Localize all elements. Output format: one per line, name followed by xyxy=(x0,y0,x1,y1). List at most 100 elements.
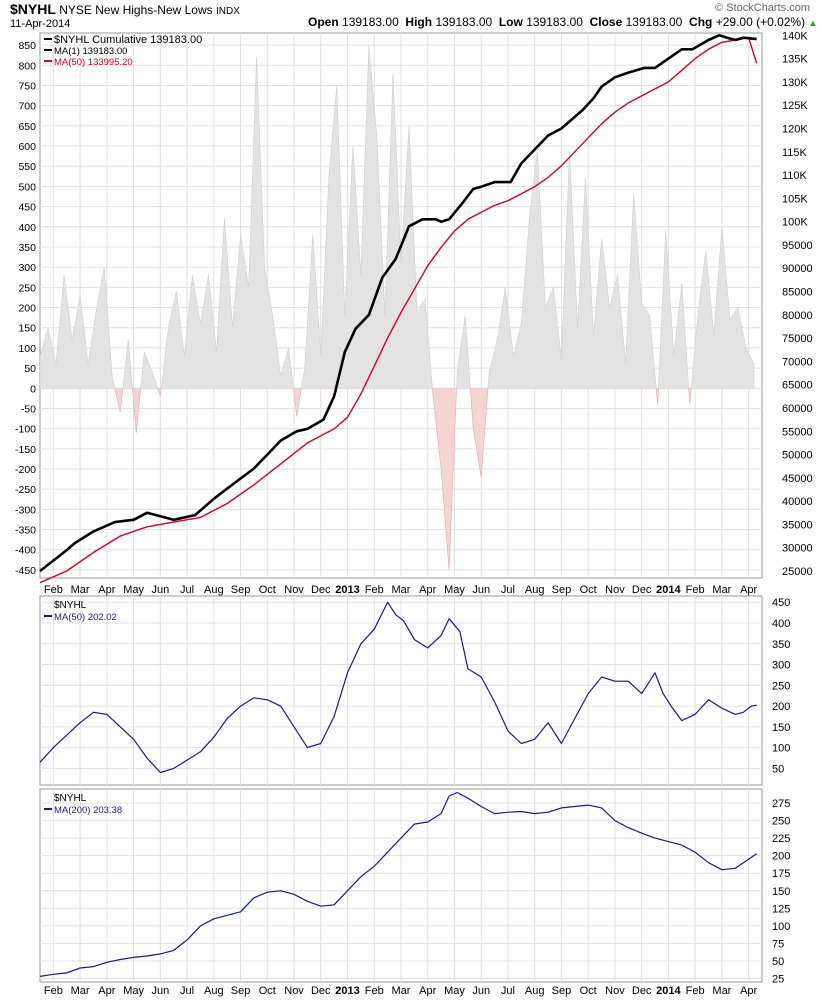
left-tick-label: 800 xyxy=(18,60,36,72)
series-ma200 xyxy=(39,791,758,977)
right-tick-label: 250 xyxy=(772,680,790,692)
series-nyhl-area-positive xyxy=(40,45,755,389)
right-tick-label: 100 xyxy=(772,921,790,933)
x-tick-label-bottom: Apr xyxy=(740,985,757,997)
left-tick-label: -300 xyxy=(15,504,36,516)
right-tick-label: 150 xyxy=(772,722,790,734)
x-tick-label-bottom: Feb xyxy=(44,985,63,997)
left-tick-label: -150 xyxy=(15,444,36,456)
legend-label: $NYHL xyxy=(54,600,87,611)
right-tick-label: 105K xyxy=(782,193,808,205)
open-label: Open xyxy=(308,15,339,29)
header-title: $NYHL NYSE New Highs-New Lows INDX xyxy=(10,1,240,17)
left-tick-label: 850 xyxy=(18,40,36,52)
x-tick-label-main: 2014 xyxy=(656,584,681,596)
right-tick-label: 75000 xyxy=(782,333,813,345)
credit: © StockCharts.com xyxy=(715,2,810,14)
left-tick-label: 400 xyxy=(18,222,36,234)
right-tick-label: 300 xyxy=(772,660,790,672)
right-tick-label: 140K xyxy=(782,30,808,42)
x-tick-label-bottom: Mar xyxy=(392,985,411,997)
high-label: High xyxy=(405,15,433,29)
x-tick-label-main: Jun xyxy=(151,584,169,596)
exchange: INDX xyxy=(215,6,240,17)
left-tick-label: 450 xyxy=(18,202,36,214)
x-tick-label-bottom: Oct xyxy=(580,985,597,997)
right-tick-label: 125K xyxy=(782,100,808,112)
ohlc-readout: Open 139183.00 High 139183.00 Low 139183… xyxy=(308,15,817,29)
x-tick-label-main: Aug xyxy=(525,584,545,596)
x-tick-label-main: Apr xyxy=(98,584,115,596)
right-tick-label: 55000 xyxy=(782,426,813,438)
left-tick-label: -250 xyxy=(15,484,36,496)
right-tick-label: 40000 xyxy=(782,496,813,508)
x-tick-label-main: Feb xyxy=(44,584,63,596)
x-tick-label-bottom: Feb xyxy=(686,985,705,997)
left-tick-label: 600 xyxy=(18,141,36,153)
right-tick-label: 175 xyxy=(772,868,790,880)
x-tick-label-bottom: 2013 xyxy=(335,985,359,997)
right-tick-label: 225 xyxy=(772,833,790,845)
left-tick-label: -50 xyxy=(21,403,36,415)
x-tick-label-bottom: May xyxy=(123,985,144,997)
x-tick-label-main: Nov xyxy=(284,584,304,596)
x-tick-label-main: Mar xyxy=(712,584,731,596)
x-tick-label-bottom: Mar xyxy=(71,985,90,997)
open-value: 139183.00 xyxy=(342,15,399,29)
chg-value: +29.00 (+0.02%) xyxy=(715,15,806,29)
up-triangle-icon: ▲ xyxy=(808,18,818,28)
x-tick-label-bottom: Jun xyxy=(472,985,490,997)
right-tick-label: 70000 xyxy=(782,356,813,368)
x-tick-label-bottom: Jun xyxy=(151,985,169,997)
x-tick-label-bottom: Jul xyxy=(501,985,515,997)
legend-label: MA(50) 133995.20 xyxy=(54,57,133,68)
right-tick-label: 450 xyxy=(772,597,790,609)
left-tick-label: -200 xyxy=(15,464,36,476)
x-tick-label-main: 2013 xyxy=(335,584,359,596)
right-tick-label: 60000 xyxy=(782,403,813,415)
symbol: $NYHL xyxy=(10,1,56,17)
left-tick-label: 350 xyxy=(18,242,36,254)
x-tick-label-bottom: Apr xyxy=(419,985,436,997)
x-tick-label-main: Apr xyxy=(740,584,757,596)
right-tick-label: 65000 xyxy=(782,380,813,392)
date: 11-Apr-2014 xyxy=(10,18,71,30)
close-label: Close xyxy=(589,15,623,29)
x-tick-label-main: Mar xyxy=(392,584,411,596)
series-ma50 xyxy=(39,601,757,774)
series-ma50-cumulative xyxy=(39,37,758,584)
legend-label: $NYHL xyxy=(54,793,87,804)
x-tick-label-main: Sep xyxy=(231,584,251,596)
low-value: 139183.00 xyxy=(526,15,583,29)
legend-label: MA(50) 202.02 xyxy=(54,612,117,623)
left-tick-label: 300 xyxy=(18,262,36,274)
right-tick-label: 125 xyxy=(772,903,790,915)
x-tick-label-main: May xyxy=(123,584,144,596)
left-tick-label: 750 xyxy=(18,80,36,92)
left-tick-label: -350 xyxy=(15,525,36,537)
x-tick-label-main: May xyxy=(444,584,465,596)
left-tick-label: -100 xyxy=(15,424,36,436)
x-tick-label-bottom: Aug xyxy=(525,985,545,997)
x-tick-label-bottom: Oct xyxy=(259,985,276,997)
series-nyhl-cumulative xyxy=(39,34,757,573)
right-tick-label: 100K xyxy=(782,217,808,229)
left-tick-label: 700 xyxy=(18,101,36,113)
right-tick-label: 100 xyxy=(772,743,790,755)
right-tick-label: 80000 xyxy=(782,310,813,322)
x-tick-label-main: Feb xyxy=(365,584,384,596)
right-tick-label: 50000 xyxy=(782,450,813,462)
left-tick-label: -400 xyxy=(15,545,36,557)
x-tick-label-main: Jun xyxy=(472,584,490,596)
high-value: 139183.00 xyxy=(435,15,493,29)
right-tick-label: 25 xyxy=(772,973,784,985)
x-tick-label-main: Dec xyxy=(311,584,331,596)
legend-label: MA(200) 203.38 xyxy=(54,805,122,816)
x-tick-label-main: Jul xyxy=(180,584,194,596)
legend-label: $NYHL Cumulative 139183.00 xyxy=(54,34,202,46)
right-tick-label: 350 xyxy=(772,639,790,651)
right-tick-label: 150 xyxy=(772,886,790,898)
right-tick-label: 95000 xyxy=(782,240,813,252)
x-tick-label-main: Aug xyxy=(204,584,224,596)
